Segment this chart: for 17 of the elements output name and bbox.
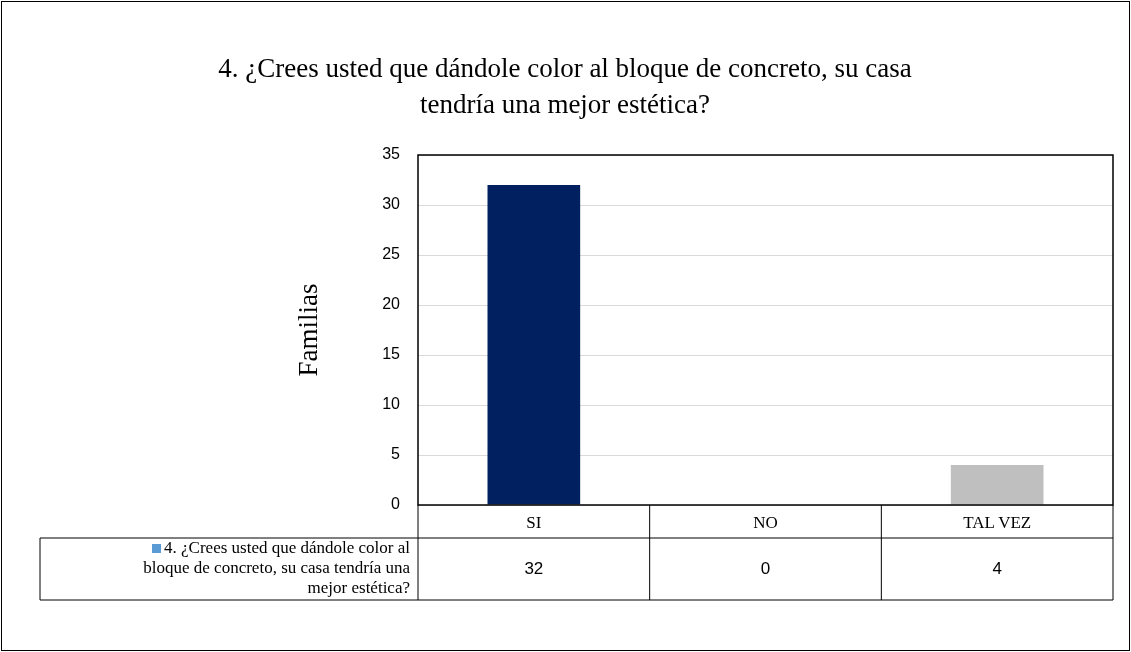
y-tick-label: 30 bbox=[382, 195, 401, 213]
x-tick-label: NO bbox=[753, 512, 778, 532]
y-tick-label: 35 bbox=[382, 145, 401, 163]
data-label: 4 bbox=[992, 558, 1002, 578]
y-tick-label: 20 bbox=[382, 295, 401, 313]
y-tick-label: 5 bbox=[391, 445, 401, 463]
y-tick-label: 10 bbox=[382, 395, 401, 413]
y-tick-label: 15 bbox=[382, 345, 401, 363]
y-tick-label: 25 bbox=[382, 245, 401, 263]
data-label: 0 bbox=[760, 558, 771, 578]
y-tick-label: 0 bbox=[391, 495, 401, 513]
x-tick-label: TAL VEZ bbox=[963, 512, 1032, 532]
y-axis-title: Familias bbox=[293, 283, 324, 377]
data-label: 32 bbox=[524, 558, 544, 578]
chart-title: 4. ¿Crees usted que dándole color al bloque de concreto, su casa tendría una mejor estética? bbox=[217, 52, 913, 121]
x-tick-label: SI bbox=[526, 512, 542, 532]
text: 4. ¿Crees usted que dándole color al bloque de concreto, su casa tendría una mejor estética? bbox=[143, 538, 411, 598]
